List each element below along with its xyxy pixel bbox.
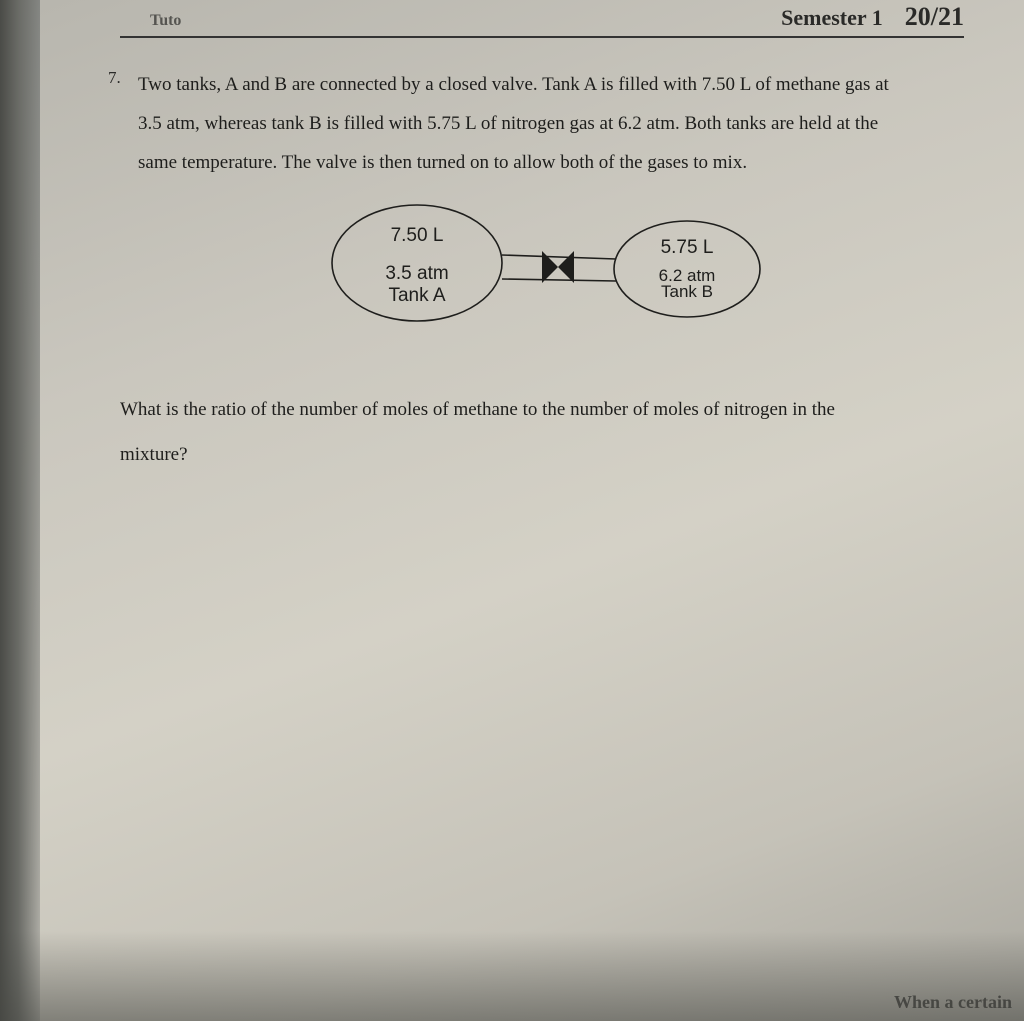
question-block: 7. Two tanks, A and B are connected by a… [120, 66, 964, 183]
prompt-line-2: mixture? [120, 444, 188, 465]
question-line-1: Two tanks, A and B are connected by a cl… [138, 74, 889, 95]
connector-bottom [502, 279, 616, 281]
question-line-3: same temperature. The valve is then turn… [138, 152, 747, 173]
valve-left [542, 251, 558, 283]
tanks-svg: 7.50 L 3.5 atm Tank A 5.75 L 6.2 atm Tan… [292, 191, 792, 351]
question-line-2: 3.5 atm, whereas tank B is filled with 5… [138, 113, 878, 134]
tank-b-label: Tank B [661, 282, 713, 301]
page-header: Tuto Semester 1 20/21 [120, 0, 964, 38]
prompt-line-1: What is the ratio of the number of moles… [120, 399, 835, 420]
connector-top [502, 255, 616, 259]
question-number: 7. [108, 68, 121, 88]
tank-a-volume: 7.50 L [391, 225, 444, 246]
footer-text-fragment: When a certain [894, 992, 1012, 1013]
question-prompt: What is the ratio of the number of moles… [120, 387, 964, 478]
header-semester: Semester 1 [781, 5, 883, 30]
tank-a-pressure: 3.5 atm [385, 263, 448, 284]
header-page-numbers: 20/21 [905, 2, 964, 31]
header-right-group: Semester 1 20/21 [781, 2, 964, 32]
tanks-diagram: 7.50 L 3.5 atm Tank A 5.75 L 6.2 atm Tan… [120, 191, 964, 351]
header-left-fragment: Tuto [120, 12, 181, 30]
tank-a-label: Tank A [388, 285, 445, 306]
question-text: Two tanks, A and B are connected by a cl… [120, 66, 964, 183]
page-content: Tuto Semester 1 20/21 7. Two tanks, A an… [40, 0, 1024, 1021]
valve-right [558, 251, 574, 283]
tank-b-volume: 5.75 L [661, 237, 714, 258]
